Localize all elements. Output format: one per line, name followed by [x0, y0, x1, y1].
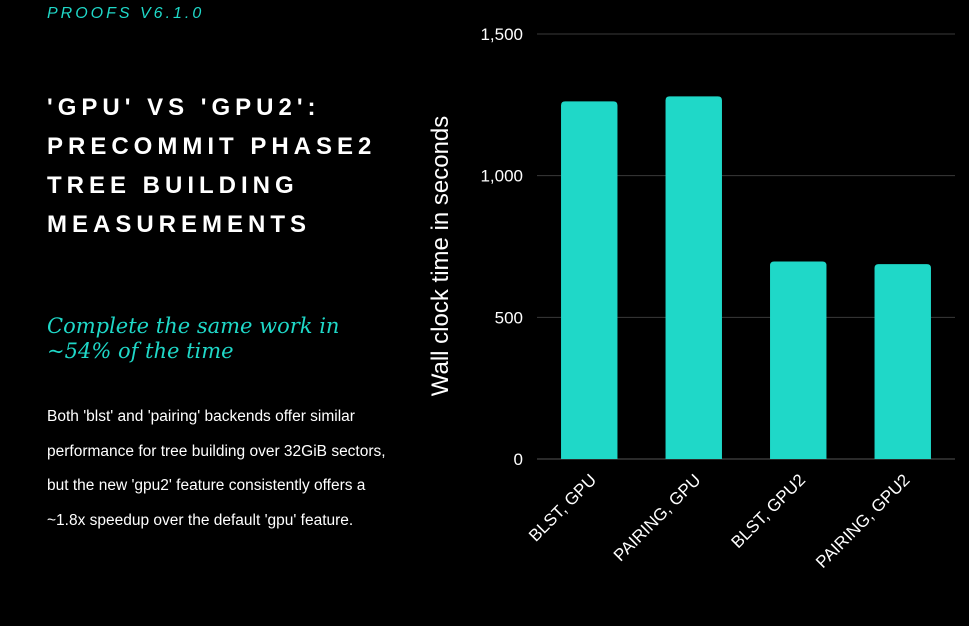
x-tick-label: BLST, GPU: [525, 470, 600, 545]
x-tick-label: PAIRING, GPU2: [812, 470, 913, 571]
y-tick-label: 1,000: [480, 167, 523, 186]
page-title: 'GPU' VS 'GPU2': PRECOMMIT PHASE2 TREE B…: [47, 94, 377, 238]
page-kicker: PROOFS V6.1.0: [47, 5, 205, 22]
chart-y-ticks: 0 500 1,000 1,500: [480, 25, 523, 469]
bar: [561, 101, 618, 459]
page-description: Both 'blst' and 'pairing' backends offer…: [47, 408, 386, 529]
chart-x-ticks: BLST, GPU PAIRING, GPU BLST, GPU2 PAIRING, …: [525, 470, 913, 571]
x-tick-label: BLST, GPU2: [727, 470, 809, 552]
chart-bars: [561, 96, 931, 459]
page-subtitle: Complete the same work in ~54% of the ti…: [47, 314, 340, 363]
bar: [770, 261, 827, 459]
y-tick-label: 500: [495, 308, 523, 327]
bar: [665, 96, 722, 459]
y-axis-label: Wall clock time in seconds: [427, 116, 454, 397]
bar: [874, 264, 931, 459]
y-tick-label: 0: [514, 450, 523, 469]
y-tick-label: 1,500: [480, 25, 523, 44]
x-tick-label: PAIRING, GPU: [610, 470, 705, 565]
